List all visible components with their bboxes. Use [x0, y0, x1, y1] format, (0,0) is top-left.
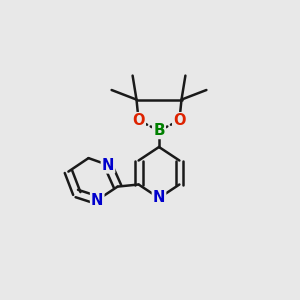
Text: N: N [91, 193, 103, 208]
Text: O: O [132, 113, 145, 128]
Text: N: N [102, 158, 114, 172]
Text: N: N [153, 190, 165, 206]
Text: O: O [173, 113, 186, 128]
Text: B: B [153, 123, 165, 138]
